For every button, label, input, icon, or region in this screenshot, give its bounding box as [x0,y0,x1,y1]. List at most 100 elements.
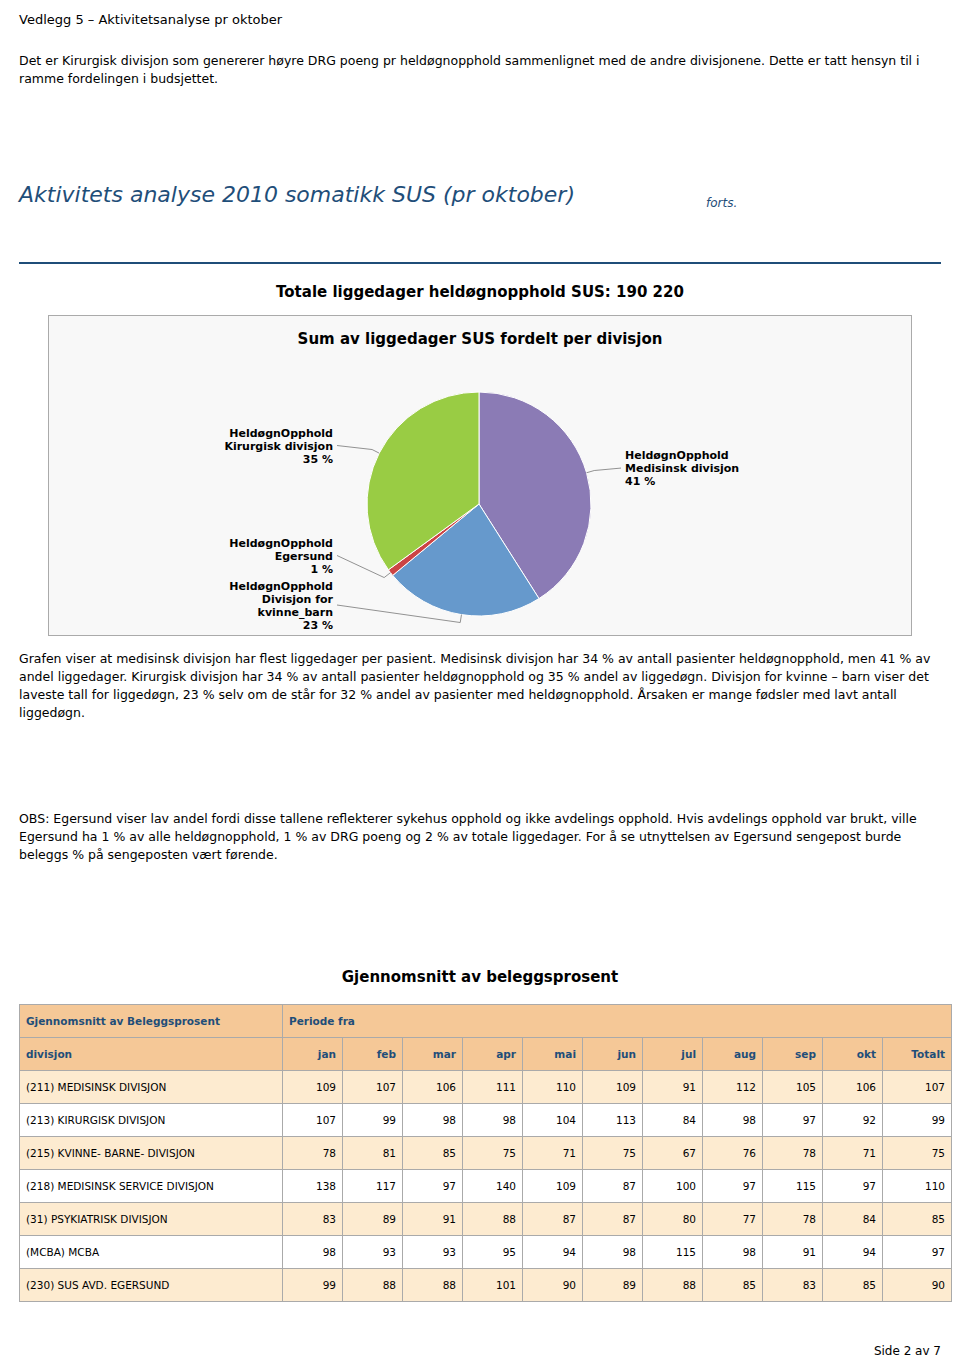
table-cell: 110 [523,1071,583,1104]
table-cell: 85 [403,1137,463,1170]
table-cell: 93 [343,1236,403,1269]
table-cell: 77 [703,1203,763,1236]
chart-title: Sum av liggedager SUS fordelt per divisj… [298,330,663,348]
table-cell: 110 [883,1170,952,1203]
table-cell: 84 [823,1203,883,1236]
leader-line [587,468,621,473]
table-cell: 97 [763,1104,823,1137]
table-cell: 107 [883,1071,952,1104]
table-header-cell: sep [763,1038,823,1071]
table-cell: 115 [643,1236,703,1269]
table-cell: 84 [643,1104,703,1137]
table-cell: 109 [523,1170,583,1203]
table-cell: 115 [763,1170,823,1203]
table-cell: 75 [883,1137,952,1170]
leader-line [337,556,391,578]
pie-slice [367,392,479,570]
paragraph: Grafen viser at medisinsk divisjon har f… [19,650,939,723]
data-label: 1 % [310,563,333,576]
table-header-cell: jan [283,1038,343,1071]
table-header-cell: mai [523,1038,583,1071]
table-cell: 111 [463,1071,523,1104]
table-cell: 98 [463,1104,523,1137]
table-cell: 112 [703,1071,763,1104]
data-label: 41 % [625,475,655,488]
data-label: 23 % [303,619,333,632]
table-cell: 76 [703,1137,763,1170]
slice-category-line: kvinne_barn [258,606,333,619]
table-cell: 87 [523,1203,583,1236]
table-cell: 117 [343,1170,403,1203]
table-cell: 85 [703,1269,763,1302]
table-cell: 92 [823,1104,883,1137]
chart-heading: Totale liggedager heldøgnopphold SUS: 19… [0,283,960,301]
slices [367,392,591,616]
table-cell: 113 [583,1104,643,1137]
table-cell: (31) PSYKIATRISK DIVISJON [20,1203,283,1236]
table-cell: 89 [343,1203,403,1236]
table-header-cell: Gjennomsnitt av Beleggsprosent [20,1005,283,1038]
table-header-cell: Periode fra [283,1005,952,1038]
table-cell: 91 [403,1203,463,1236]
table-cell: 97 [403,1170,463,1203]
section-title: Aktivitets analyse 2010 somatikk SUS (pr… [19,182,575,207]
table-cell: (213) KIRURGISK DIVISJON [20,1104,283,1137]
table-cell: 104 [523,1104,583,1137]
table-cell: (211) MEDISINSK DIVISJON [20,1071,283,1104]
table-cell: 98 [583,1236,643,1269]
slice-category-line: HeldøgnOpphold [229,537,333,550]
table-cell: 106 [403,1071,463,1104]
slice-label: HeldøgnOppholdKirurgisk divisjon35 % [224,427,379,466]
table-cell: 85 [823,1269,883,1302]
table-header-row: Gjennomsnitt av BeleggsprosentPeriode fr… [20,1005,952,1038]
data-label: 35 % [303,453,333,466]
table-cell: 93 [403,1236,463,1269]
table-cell: 95 [463,1236,523,1269]
slice-category: HeldøgnOppholdMedisinsk divisjon [625,449,739,475]
table-cell: 101 [463,1269,523,1302]
data-table: Gjennomsnitt av BeleggsprosentPeriode fr… [19,1004,952,1302]
slice-category-line: Egersund [275,550,333,563]
table-cell: 99 [283,1269,343,1302]
table-row: (230) SUS AVD. EGERSUND99888810190898885… [20,1269,952,1302]
table-cell: 78 [763,1203,823,1236]
table-cell: 88 [463,1203,523,1236]
table-header-cell: aug [703,1038,763,1071]
slice-label: HeldøgnOppholdDivisjon forkvinne_barn23 … [229,580,461,632]
table-cell: 87 [583,1170,643,1203]
paragraph: Det er Kirurgisk divisjon som genererer … [19,52,939,88]
table-cell: 97 [823,1170,883,1203]
table-row: (31) PSYKIATRISK DIVISJON838991888787807… [20,1203,952,1236]
table-cell: 100 [643,1170,703,1203]
table-cell: 91 [643,1071,703,1104]
table-cell: 99 [343,1104,403,1137]
table-header-cell: jun [583,1038,643,1071]
table-cell: 94 [523,1236,583,1269]
table-row: (215) KVINNE- BARNE- DIVISJON78818575717… [20,1137,952,1170]
table-cell: 81 [343,1137,403,1170]
table-cell: 88 [343,1269,403,1302]
table-cell: 78 [763,1137,823,1170]
table-cell: 88 [403,1269,463,1302]
table-cell: 90 [523,1269,583,1302]
table-row: (MCBA) MCBA98939395949811598919497 [20,1236,952,1269]
slice-label: HeldøgnOppholdMedisinsk divisjon41 % [587,449,740,488]
table-cell: 140 [463,1170,523,1203]
table-header-cell: jul [643,1038,703,1071]
table-header-cell: divisjon [20,1038,283,1071]
leader-line [337,446,379,454]
table-header-cell: apr [463,1038,523,1071]
page-footer: Side 2 av 7 [874,1344,941,1358]
page-header: Vedlegg 5 – Aktivitetsanalyse pr oktober [19,12,282,27]
table-cell: 71 [823,1137,883,1170]
paragraph: OBS: Egersund viser lav andel fordi diss… [19,810,939,864]
table-row: (211) MEDISINSK DIVISJON109 107 106111110 1… [20,1071,952,1104]
table-cell: 71 [523,1137,583,1170]
slice-category-line: Medisinsk divisjon [625,462,739,475]
table-cell: 98 [703,1104,763,1137]
table-row: (213) KIRURGISK DIVISJON1079998981041138… [20,1104,952,1137]
slice-category: HeldøgnOppholdEgersund [229,537,333,563]
table-cell: 109 [283,1071,343,1104]
table-cell: 98 [703,1236,763,1269]
table-header-row: divisjonjanfebmaraprmaijunjulaugsepoktTo… [20,1038,952,1071]
